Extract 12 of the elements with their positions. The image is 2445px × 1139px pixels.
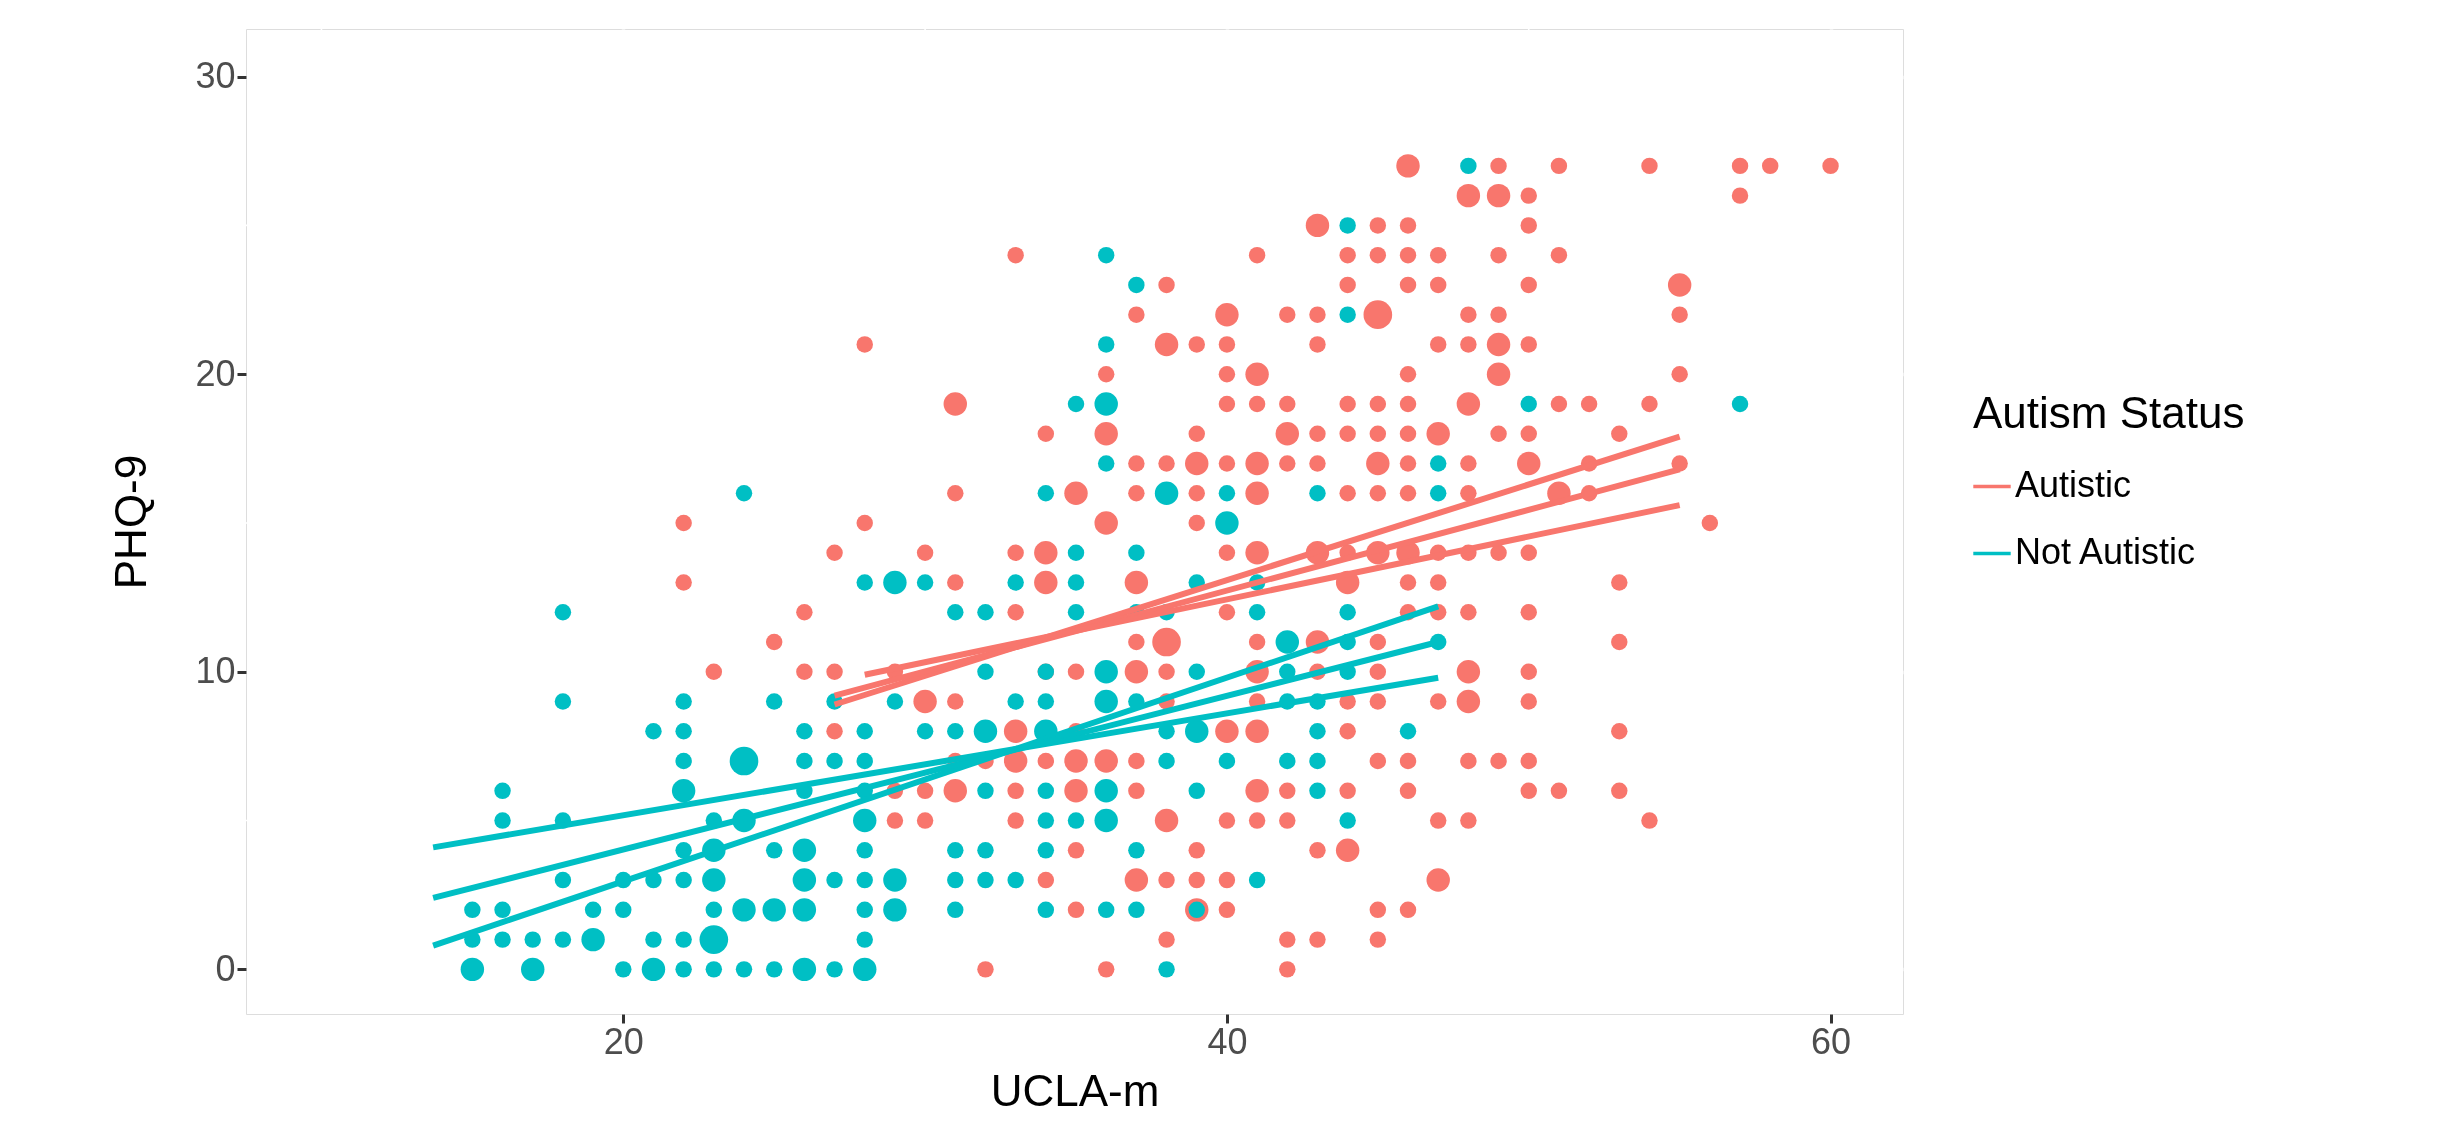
y-axis-title: PHQ-9 xyxy=(106,454,156,590)
legend-label: Not Autistic xyxy=(2015,531,2196,573)
legend-label: Autistic xyxy=(2015,464,2132,506)
y-tick-label: 30 xyxy=(195,55,236,97)
y-tick-label: 10 xyxy=(195,650,236,692)
legend-title: Autism Status xyxy=(1973,388,2245,438)
x-tick-label: 40 xyxy=(1207,1020,1248,1062)
y-tick-label: 0 xyxy=(215,947,236,989)
x-axis-title: UCLA-m xyxy=(990,1065,1160,1115)
y-tick-label: 20 xyxy=(195,352,236,394)
x-tick-label: 20 xyxy=(603,1020,644,1062)
x-tick-label: 60 xyxy=(1811,1020,1852,1062)
